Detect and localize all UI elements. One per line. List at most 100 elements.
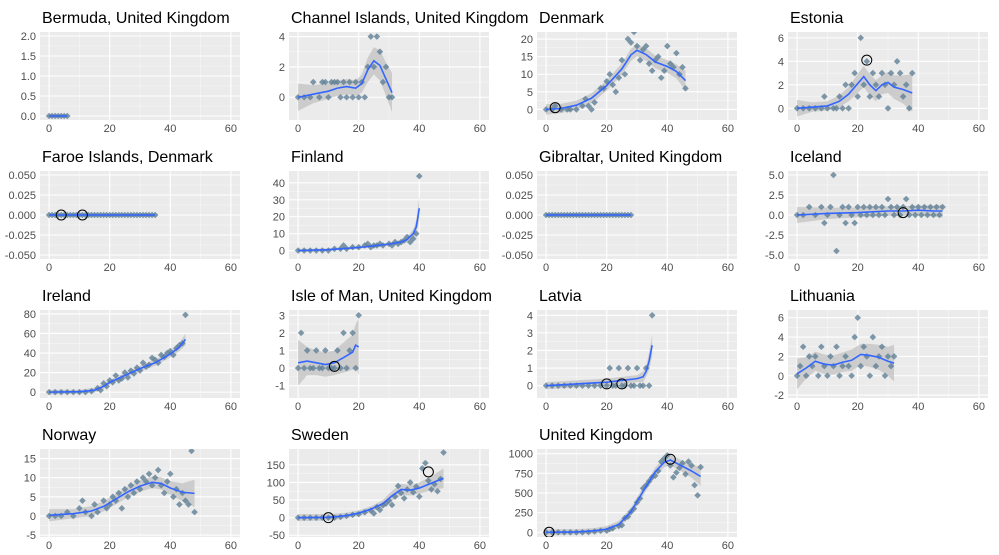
data-point bbox=[872, 81, 880, 89]
data-point bbox=[875, 93, 883, 100]
y-tick-label: 50 bbox=[273, 495, 285, 507]
data-point bbox=[334, 78, 341, 86]
x-tick-label: 20 bbox=[601, 123, 613, 135]
x-tick-label: 40 bbox=[912, 123, 924, 135]
y-tick-label: -0.025 bbox=[5, 230, 36, 242]
data-point bbox=[322, 78, 329, 86]
data-point bbox=[325, 247, 332, 254]
data-point bbox=[312, 347, 320, 354]
data-point bbox=[355, 93, 362, 101]
data-point bbox=[557, 106, 565, 113]
data-point bbox=[896, 69, 904, 77]
data-point bbox=[848, 372, 855, 380]
facet-panel: Gibraltar, United Kingdom 0 20 40 60 -0.050 -0… bbox=[502, 149, 737, 274]
y-tick-label: 0.025 bbox=[8, 190, 36, 202]
data-point bbox=[624, 364, 632, 372]
data-point bbox=[361, 509, 369, 516]
x-tick-label: 60 bbox=[973, 123, 985, 135]
panel-title: Iceland bbox=[790, 149, 842, 166]
data-point bbox=[618, 56, 626, 64]
data-point bbox=[857, 211, 865, 219]
panel-title: Isle of Man, United Kingdom bbox=[291, 288, 492, 305]
data-point bbox=[893, 203, 901, 211]
y-tick-label: 40 bbox=[273, 178, 285, 190]
y-tick-label: 15 bbox=[521, 52, 533, 64]
data-point bbox=[682, 85, 689, 92]
y-tick-label: 3 bbox=[279, 310, 285, 322]
data-point bbox=[808, 362, 816, 370]
x-tick-label: 20 bbox=[601, 540, 613, 552]
data-point bbox=[648, 311, 656, 319]
data-point bbox=[331, 514, 338, 521]
data-point bbox=[379, 78, 387, 86]
x-tick-label: 40 bbox=[413, 262, 425, 274]
data-point bbox=[176, 341, 183, 349]
data-point bbox=[182, 311, 189, 319]
data-point bbox=[884, 195, 892, 203]
data-point bbox=[367, 33, 375, 40]
x-tick-label: 0 bbox=[295, 540, 301, 552]
smooth-line bbox=[797, 75, 913, 110]
data-point bbox=[400, 494, 408, 502]
data-point bbox=[621, 70, 629, 78]
x-tick-label: 20 bbox=[353, 123, 365, 135]
data-point bbox=[615, 74, 623, 82]
y-tick-label: 0 bbox=[279, 363, 285, 375]
data-point bbox=[818, 203, 825, 211]
data-point bbox=[573, 106, 580, 113]
data-point bbox=[911, 211, 919, 219]
y-tick-label: 1 bbox=[527, 363, 533, 375]
panel-title: Gibraltar, United Kingdom bbox=[539, 149, 722, 166]
y-tick-label: 10 bbox=[273, 229, 285, 241]
y-tick-label: 10 bbox=[521, 69, 533, 81]
data-point bbox=[836, 372, 843, 380]
data-point bbox=[887, 362, 895, 370]
data-point bbox=[854, 203, 861, 211]
y-tick-label: 20 bbox=[521, 34, 533, 46]
data-point bbox=[872, 362, 880, 370]
data-point bbox=[388, 501, 396, 509]
data-point bbox=[860, 343, 868, 351]
x-tick-label: 60 bbox=[225, 123, 237, 135]
data-point bbox=[340, 242, 347, 249]
confidence-ribbon bbox=[298, 47, 393, 113]
data-point bbox=[839, 203, 846, 211]
panel-title: Latvia bbox=[539, 288, 582, 305]
plot-area bbox=[542, 211, 635, 219]
panel-title: Ireland bbox=[42, 288, 91, 305]
x-tick-label: 0 bbox=[46, 401, 52, 413]
data-point bbox=[76, 505, 83, 512]
y-tick-label: 15 bbox=[24, 454, 36, 466]
data-point bbox=[100, 497, 107, 504]
data-point bbox=[346, 347, 353, 354]
y-tick-label: 4 bbox=[778, 332, 784, 344]
data-point bbox=[419, 465, 426, 472]
data-point bbox=[805, 203, 813, 211]
data-point bbox=[346, 78, 353, 86]
y-tick-label: 2.0 bbox=[21, 31, 36, 43]
facet-panel: Channel Islands, United Kingdom 0 20 40 60 0 2… bbox=[279, 10, 529, 135]
data-point bbox=[109, 493, 117, 501]
data-point bbox=[875, 211, 883, 219]
x-tick-label: 0 bbox=[295, 262, 301, 274]
y-tick-label: 6 bbox=[778, 313, 784, 325]
data-point bbox=[887, 69, 895, 77]
highlight-circle bbox=[549, 102, 561, 114]
panel-title: Channel Islands, United Kingdom bbox=[291, 10, 528, 27]
x-tick-label: 0 bbox=[46, 123, 52, 135]
data-point bbox=[902, 81, 910, 89]
data-point bbox=[167, 470, 174, 478]
data-point bbox=[899, 93, 907, 100]
data-point bbox=[854, 93, 861, 100]
data-point bbox=[839, 104, 846, 112]
x-tick-label: 60 bbox=[722, 262, 734, 274]
data-point bbox=[170, 351, 177, 359]
smooth-line bbox=[49, 338, 187, 393]
data-point bbox=[103, 505, 110, 512]
data-point bbox=[799, 343, 807, 351]
data-point bbox=[815, 372, 822, 380]
data-point bbox=[645, 60, 653, 67]
data-point bbox=[842, 219, 849, 227]
x-tick-label: 60 bbox=[722, 540, 734, 552]
data-point bbox=[188, 449, 195, 455]
